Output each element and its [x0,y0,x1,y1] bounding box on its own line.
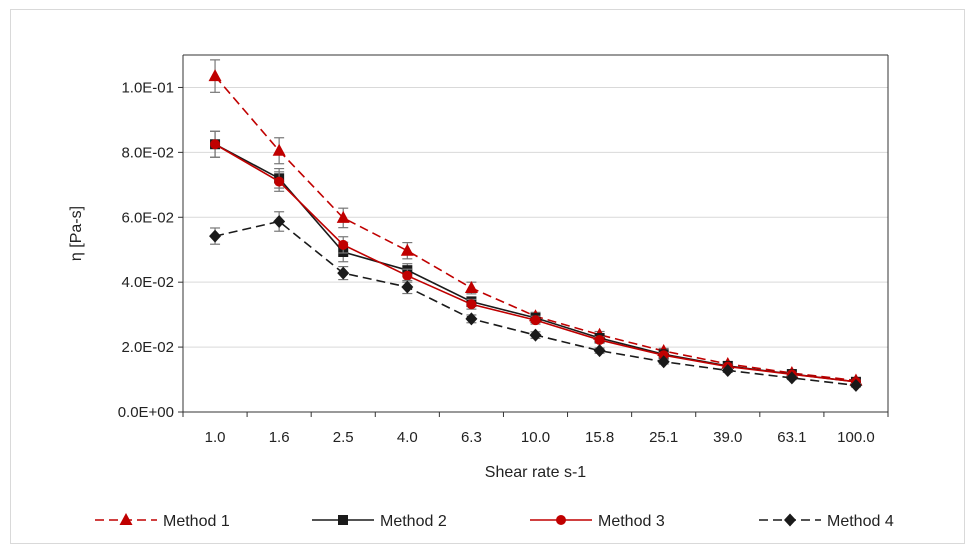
legend-item: Method 2 [312,513,447,530]
grid-lines [183,86,888,348]
legend-marker [556,515,566,525]
data-point [208,69,222,82]
legend-marker [784,513,796,527]
y-axis-title: η [Pa-s] [68,206,85,261]
legend: Method 1 Method 2 Method 3 Method 4 [95,513,894,530]
y-tick-label: 4.0E-02 [121,274,174,291]
data-point [272,143,286,156]
data-point [402,270,413,281]
data-point [466,299,477,310]
x-tick-label: 63.1 [777,429,806,446]
x-tick-label: 1.6 [269,429,290,446]
x-tick-label: 100.0 [837,429,875,446]
x-tick-label: 15.8 [585,429,614,446]
data-point [337,266,350,280]
data-point [465,312,478,326]
x-tick-label: 2.5 [333,429,354,446]
y-tick-label: 2.0E-02 [121,339,174,356]
legend-label: Method 3 [598,513,665,530]
legend-label: Method 4 [827,513,894,530]
x-tick-label: 4.0 [397,429,418,446]
series-2 [210,130,861,387]
legend-marker [119,513,133,525]
data-point [274,176,285,187]
series-line [214,143,857,383]
data-point [336,210,350,223]
data-point [530,315,541,326]
legend-label: Method 1 [163,513,230,530]
y-tick-label: 6.0E-02 [121,209,174,226]
chart-frame [10,9,965,544]
y-tick-label: 1.0E-01 [121,79,174,96]
data-point [529,328,542,342]
data-point [401,280,414,294]
data-point [593,344,606,358]
y-tick-label: 0.0E+00 [118,404,174,421]
series-3 [210,130,861,387]
data-point [338,239,349,250]
series-line [214,220,857,387]
x-axis-title: Shear rate s-1 [485,464,586,481]
data-point [785,371,798,385]
tick-labels: 0.0E+00 2.0E-02 4.0E-02 6.0E-02 8.0E-02 1.0E-… [118,79,875,446]
series-4 [209,211,862,392]
data-point [400,243,414,256]
data-point [209,229,222,243]
data-point [721,363,734,377]
data-point [464,281,478,294]
x-tick-label: 10.0 [521,429,550,446]
axes [178,54,889,417]
data-point [849,378,862,392]
legend-label: Method 2 [380,513,447,530]
data-point [210,139,221,150]
data-point [657,355,670,369]
legend-item: Method 3 [530,513,665,530]
x-tick-label: 6.3 [461,429,482,446]
y-tick-label: 8.0E-02 [121,144,174,161]
legend-item: Method 4 [759,513,894,530]
legend-item: Method 1 [95,513,230,530]
x-tick-label: 25.1 [649,429,678,446]
data-point [273,214,286,228]
legend-marker [338,515,348,525]
x-tick-label: 39.0 [713,429,742,446]
data-point [594,334,605,345]
series-line [214,143,857,383]
series-group [208,59,863,392]
x-tick-label: 1.0 [205,429,226,446]
